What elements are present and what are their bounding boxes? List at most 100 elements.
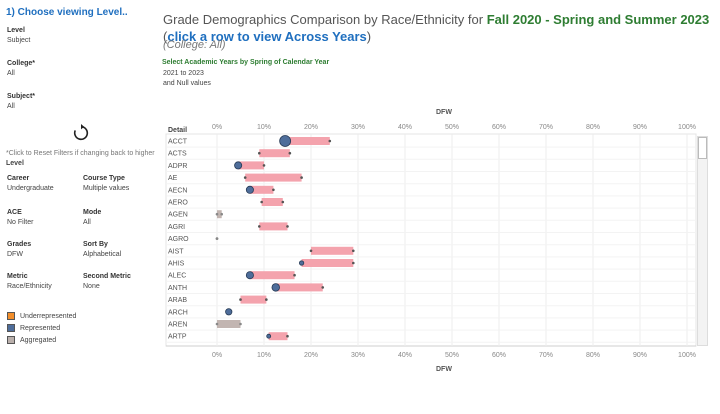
x-tick-top: 90%: [633, 124, 647, 131]
row-label: AERO: [168, 200, 188, 207]
course-type-label: Course Type: [83, 175, 125, 182]
end-dot: [215, 237, 219, 240]
row-label: AREN: [168, 322, 187, 329]
second-metric-select[interactable]: None: [83, 283, 100, 290]
row-label: ARAB: [168, 297, 187, 304]
level-title: 1) Choose viewing Level..: [6, 7, 128, 18]
row-label: ALEC: [168, 273, 186, 280]
range-bar: [217, 210, 222, 219]
row-label: ARCH: [168, 309, 188, 316]
end-dot: [281, 200, 285, 204]
row-label: AGRI: [168, 224, 185, 231]
paren-close: ): [366, 29, 372, 44]
row-label: ACTS: [168, 151, 187, 158]
legend-item-underrepresented: Underrepresented: [7, 312, 76, 320]
college-select[interactable]: All: [7, 70, 15, 77]
start-dot: [239, 298, 242, 301]
college-line: (College: All): [163, 39, 226, 51]
range-bar: [245, 173, 302, 182]
x-tick-bottom: 30%: [351, 352, 365, 359]
end-dot: [293, 273, 296, 277]
end-dot: [300, 176, 303, 179]
subject-select[interactable]: All: [7, 103, 15, 110]
career-select[interactable]: Undergraduate: [7, 185, 54, 192]
end-dot: [272, 188, 275, 192]
legend-label: Represented: [20, 324, 61, 332]
chart-labels: DFW DFW Detail 0% 0% 10% 10% 20% 20% 30% 30% 40% 40%…: [168, 109, 696, 373]
chart-scrollbar[interactable]: [697, 136, 708, 346]
mode-select[interactable]: All: [83, 219, 91, 226]
legend-item-aggregated: Aggregated: [7, 336, 56, 344]
scrollbar-thumb[interactable]: [698, 137, 707, 159]
select-years-label: Select Academic Years by Spring of Calen…: [162, 59, 330, 66]
sort-select[interactable]: Alphabetical: [83, 251, 122, 258]
title-prefix: Grade Demographics Comparison by Race/Et…: [163, 12, 487, 27]
row-label: ARTP: [168, 334, 187, 341]
start-dot: [258, 225, 261, 228]
metric-select[interactable]: Race/Ethnicity: [7, 283, 52, 290]
x-tick-top: 100%: [678, 124, 696, 131]
filter-panel: 1) Choose viewing Level.. Level Subject …: [0, 0, 158, 414]
represented-swatch: [7, 324, 15, 332]
reset-note: *Click to Reset Filters if changing back…: [6, 149, 156, 169]
x-tick-bottom: 100%: [678, 352, 696, 359]
x-tick-top: 50%: [445, 124, 459, 131]
chart-grid: [165, 133, 697, 347]
end-dot: [239, 322, 242, 326]
ace-select[interactable]: No Filter: [7, 219, 34, 226]
reset-note-text: *Click to Reset Filters if changing back…: [6, 150, 155, 157]
page-title: Grade Demographics Comparison by Race/Et…: [163, 12, 709, 27]
subtitle: (click a row to view Across Years): [163, 29, 371, 44]
row-label: AGRO: [168, 236, 189, 243]
x-tick-top: 70%: [539, 124, 553, 131]
represented-marker: [234, 161, 243, 170]
level-select[interactable]: Subject: [7, 37, 31, 44]
range-bar: [238, 161, 264, 170]
select-years-null[interactable]: and Null values: [163, 80, 211, 87]
range-bar: [275, 283, 323, 292]
row-label: AGEN: [168, 212, 188, 219]
x-tick-top: 30%: [351, 124, 365, 131]
x-axis-title-top: DFW: [436, 109, 452, 116]
end-dot: [352, 249, 355, 253]
end-dot: [288, 151, 292, 155]
course-type-select[interactable]: Multiple values: [83, 185, 130, 192]
range-bar: [301, 259, 354, 267]
x-tick-bottom: 80%: [586, 352, 600, 359]
legend-item-represented: Represented: [7, 324, 60, 332]
represented-marker: [279, 135, 292, 147]
x-tick-bottom: 40%: [398, 352, 412, 359]
x-tick-top: 40%: [398, 124, 412, 131]
end-dot: [286, 225, 289, 228]
x-tick-top: 20%: [304, 124, 318, 131]
x-tick-bottom: 20%: [304, 352, 318, 359]
metric-label: Metric: [7, 273, 28, 280]
end-dot: [328, 139, 332, 143]
represented-marker: [245, 271, 254, 280]
range-bar: [268, 332, 288, 341]
career-label: Career: [7, 175, 30, 182]
across-years-link[interactable]: click a row to view Across Years: [167, 29, 367, 44]
legend-label: Underrepresented: [20, 312, 77, 320]
subject-label: Subject*: [7, 93, 36, 100]
start-dot: [258, 151, 261, 155]
range-bar: [261, 198, 283, 206]
grades-select[interactable]: DFW: [7, 251, 23, 258]
end-dot: [286, 334, 289, 338]
select-years-range[interactable]: 2021 to 2023: [163, 70, 204, 77]
aggregated-swatch: [7, 336, 15, 344]
x-tick-bottom: 90%: [633, 352, 647, 359]
reset-filters-icon[interactable]: [72, 124, 90, 142]
reset-note-level: Level: [6, 160, 24, 167]
sort-label: Sort By: [83, 241, 108, 248]
x-tick-top: 60%: [492, 124, 506, 131]
underrepresented-swatch: [7, 312, 15, 320]
row-label: ANTH: [168, 285, 187, 292]
ace-label: ACE: [7, 209, 22, 216]
represented-marker: [266, 333, 272, 339]
x-tick-bottom: 60%: [492, 352, 506, 359]
second-metric-label: Second Metric: [83, 273, 131, 280]
x-tick-bottom: 0%: [212, 352, 222, 359]
represented-marker: [271, 283, 280, 292]
